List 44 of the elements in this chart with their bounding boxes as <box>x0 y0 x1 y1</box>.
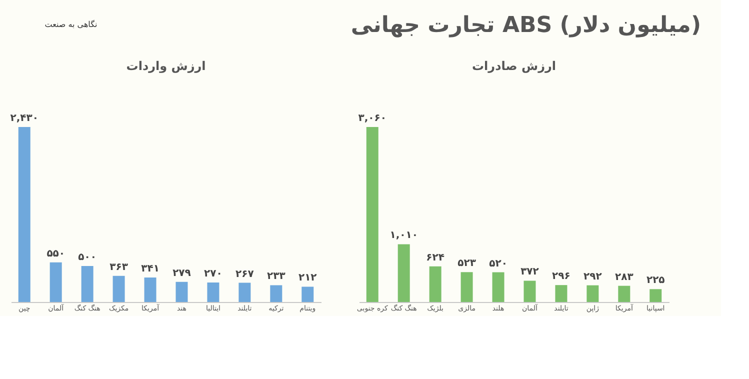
bar <box>302 286 314 302</box>
bar <box>650 289 662 302</box>
data-label: ۵۰۰ <box>78 252 96 263</box>
data-label: ۳۴۱ <box>141 263 160 274</box>
data-label: ۵۲۳ <box>458 258 476 270</box>
bar <box>50 262 62 302</box>
data-label: ۵۲۰ <box>489 258 508 270</box>
bar <box>492 272 504 302</box>
bar <box>270 285 282 302</box>
data-label: ۲۱۲ <box>298 272 317 284</box>
bar <box>112 276 125 302</box>
bar <box>81 266 94 302</box>
bar <box>176 282 188 302</box>
data-label: ۲۲۵ <box>646 275 665 286</box>
bar <box>398 244 410 302</box>
bar <box>524 280 536 302</box>
data-label: ۳۶۳ <box>110 262 128 273</box>
bar <box>555 285 568 302</box>
data-label: ۲۷۹ <box>172 268 191 279</box>
data-label: ۲۶۷ <box>236 268 254 280</box>
bar <box>238 282 251 302</box>
data-label: ۱,۰۱۰ <box>390 230 418 242</box>
data-label: ۲۷۰ <box>204 268 222 280</box>
data-label: ۵۵۰ <box>46 248 66 260</box>
data-label: ۲۹۶ <box>552 271 570 282</box>
data-label: ۲,۴۳۰ <box>10 113 38 124</box>
data-label: ۲۸۳ <box>614 272 634 283</box>
bar <box>586 285 599 302</box>
data-label: ۳۷۲ <box>520 266 539 278</box>
bar <box>366 127 378 302</box>
bar <box>618 286 630 302</box>
text: تجارت جهانی ABS (میلیون دلار) <box>350 13 701 38</box>
chart-title: ارزش صادرات <box>472 59 556 73</box>
bar <box>207 282 220 302</box>
bar <box>144 277 156 302</box>
bar <box>460 272 473 302</box>
bar <box>429 266 442 302</box>
data-label: ۲۳۳ <box>266 271 286 282</box>
data-label: ۲۹۲ <box>584 271 602 282</box>
data-label: ۶۲۴ <box>426 252 444 264</box>
text: نگاهی به صنعت <box>44 19 98 29</box>
bar <box>18 127 30 302</box>
chart-title: ارزش واردات <box>126 59 206 73</box>
data-label: ۳,۰۶۰ <box>358 113 386 124</box>
